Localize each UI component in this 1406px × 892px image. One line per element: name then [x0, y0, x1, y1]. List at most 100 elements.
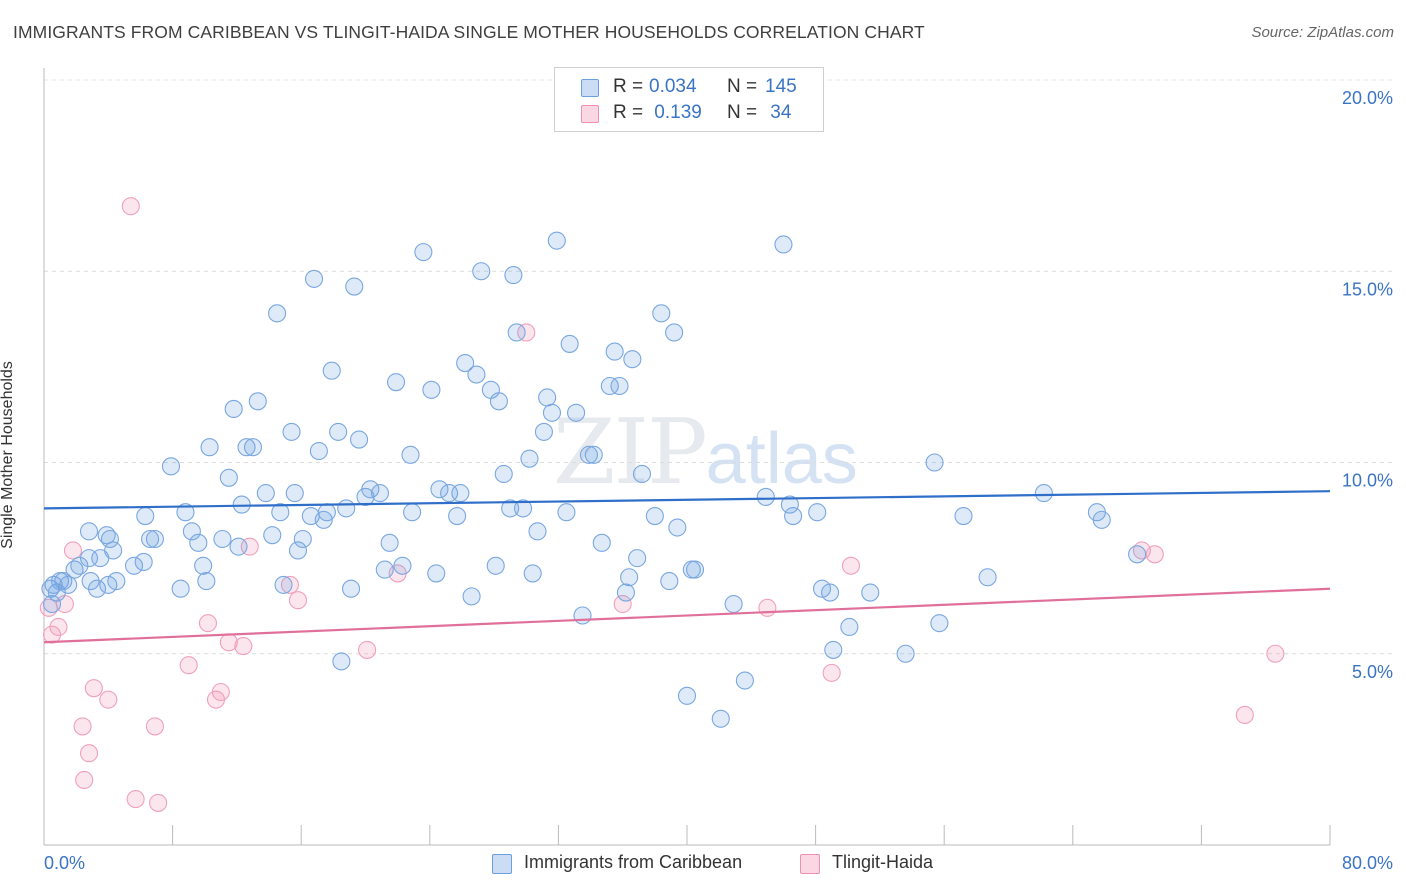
data-point-tlingit-haida: [841, 556, 861, 575]
data-point-immigrants-caribbean: [422, 380, 441, 399]
data-point-immigrants-caribbean: [401, 445, 420, 464]
data-point-tlingit-haida: [49, 617, 68, 637]
data-point-immigrants-caribbean: [229, 537, 248, 556]
data-point-immigrants-caribbean: [494, 464, 513, 484]
series-tlingit-haida: [39, 197, 1285, 812]
data-point-immigrants-caribbean: [808, 503, 827, 522]
data-point-immigrants-caribbean: [243, 438, 263, 457]
chart-title: IMMIGRANTS FROM CARIBBEAN VS TLINGIT-HAI…: [13, 22, 925, 42]
data-point-immigrants-caribbean: [724, 594, 743, 614]
data-point-immigrants-caribbean: [840, 617, 859, 637]
data-point-immigrants-caribbean: [213, 529, 232, 549]
data-point-immigrants-caribbean: [386, 373, 406, 392]
data-point-immigrants-caribbean: [780, 495, 799, 514]
data-point-immigrants-caribbean: [538, 388, 557, 407]
data-point-immigrants-caribbean: [486, 556, 505, 575]
data-point-immigrants-caribbean: [285, 484, 304, 503]
data-point-immigrants-caribbean: [268, 304, 287, 323]
data-point-immigrants-caribbean: [332, 652, 351, 671]
legend: R = 0.034 N = 145 R = 0.139 N = 34: [554, 67, 824, 132]
data-point-tlingit-haida: [758, 598, 777, 617]
data-point-immigrants-caribbean: [756, 487, 775, 506]
data-point-immigrants-caribbean: [322, 361, 341, 380]
data-point-immigrants-caribbean: [197, 572, 216, 591]
data-point-tlingit-haida: [280, 575, 299, 594]
data-point-immigrants-caribbean: [592, 533, 611, 552]
legend-r-label: R =: [613, 76, 649, 97]
legend-n-label: N =: [727, 76, 763, 97]
data-point-immigrants-caribbean: [305, 269, 324, 288]
legend-n-value: 145: [765, 76, 797, 97]
data-point-immigrants-caribbean: [567, 403, 586, 422]
data-point-immigrants-caribbean: [547, 231, 566, 250]
data-point-immigrants-caribbean: [79, 522, 99, 541]
y-axis-label: Single Mother Households: [0, 361, 16, 549]
data-point-immigrants-caribbean: [978, 568, 997, 587]
data-point-tlingit-haida: [1145, 545, 1164, 564]
data-point-immigrants-caribbean: [605, 342, 624, 361]
data-point-immigrants-caribbean: [200, 438, 219, 457]
data-point-immigrants-caribbean: [620, 568, 639, 587]
data-point-immigrants-caribbean: [81, 572, 100, 591]
watermark-part1: ZIP: [553, 400, 708, 505]
data-point-immigrants-caribbean: [652, 304, 671, 323]
data-point-tlingit-haida: [179, 656, 198, 675]
data-point-tlingit-haida: [79, 744, 99, 763]
data-point-immigrants-caribbean: [171, 579, 190, 598]
data-point-immigrants-caribbean: [523, 564, 542, 583]
data-point-immigrants-caribbean: [616, 583, 635, 602]
data-point-immigrants-caribbean: [560, 334, 579, 353]
data-point-immigrants-caribbean: [329, 422, 348, 441]
data-point-immigrants-caribbean: [954, 506, 973, 526]
data-point-tlingit-haida: [42, 625, 62, 644]
data-point-tlingit-haida: [211, 682, 230, 702]
data-point-tlingit-haida: [126, 790, 145, 809]
legend-n-value: 34: [765, 102, 792, 123]
data-point-immigrants-caribbean: [370, 484, 390, 503]
legend-r-value: 0.139: [649, 102, 702, 123]
data-point-tlingit-haida: [358, 640, 377, 659]
data-point-immigrants-caribbean: [124, 556, 144, 575]
data-point-tlingit-haida: [121, 197, 140, 216]
data-point-tlingit-haida: [517, 323, 536, 342]
data-point-immigrants-caribbean: [711, 709, 730, 728]
data-point-immigrants-caribbean: [107, 572, 126, 591]
x-tick-label-min: 0.0%: [44, 853, 85, 873]
data-point-immigrants-caribbean: [456, 353, 475, 373]
data-point-immigrants-caribbean: [337, 499, 356, 518]
data-point-tlingit-haida: [73, 717, 92, 736]
data-point-immigrants-caribbean: [161, 457, 181, 476]
data-point-immigrants-caribbean: [59, 575, 78, 594]
data-point-immigrants-caribbean: [350, 430, 369, 449]
data-point-immigrants-caribbean: [189, 533, 208, 552]
data-point-immigrants-caribbean: [557, 503, 576, 522]
data-point-tlingit-haida: [822, 663, 841, 682]
data-point-immigrants-caribbean: [375, 560, 394, 579]
data-point-immigrants-caribbean: [861, 583, 880, 602]
data-point-immigrants-caribbean: [677, 686, 697, 705]
data-point-immigrants-caribbean: [513, 499, 533, 518]
data-point-tlingit-haida: [198, 614, 218, 633]
data-point-immigrants-caribbean: [628, 549, 647, 568]
data-point-immigrants-caribbean: [70, 556, 89, 575]
data-point-immigrants-caribbean: [237, 438, 256, 457]
data-point-immigrants-caribbean: [448, 506, 467, 526]
legend-swatch-pink: [581, 105, 599, 123]
data-point-immigrants-caribbean: [784, 506, 803, 526]
data-point-immigrants-caribbean: [194, 556, 213, 575]
data-point-immigrants-caribbean: [660, 572, 679, 591]
watermark-logo: ZIPatlas: [553, 400, 858, 505]
data-point-immigrants-caribbean: [504, 266, 523, 285]
data-point-tlingit-haida: [63, 541, 82, 560]
data-point-immigrants-caribbean: [87, 579, 107, 598]
trend-line-immigrants-caribbean: [43, 490, 1331, 510]
data-point-immigrants-caribbean: [668, 518, 687, 537]
legend-r-label: R =: [613, 102, 649, 123]
data-point-immigrants-caribbean: [263, 526, 282, 545]
data-point-immigrants-caribbean: [393, 556, 412, 575]
data-point-immigrants-caribbean: [345, 277, 364, 296]
data-point-immigrants-caribbean: [573, 606, 592, 625]
axes: [43, 68, 1331, 846]
y-tick-label: 15.0%: [1342, 279, 1393, 299]
y-tick-label: 20.0%: [1342, 88, 1393, 108]
